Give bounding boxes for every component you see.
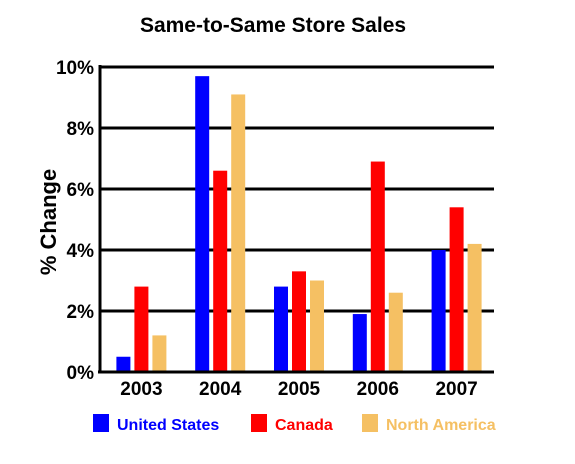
x-tick-labels: 2003 2004 2005 2006 2007 [120, 379, 477, 400]
legend-label: North America [386, 417, 496, 434]
bar-united-states-2004 [195, 76, 210, 373]
bar-north-america-2003 [152, 335, 167, 372]
y-tick-label: 4% [67, 241, 95, 262]
chart-title: Same-to-Same Store Sales [140, 14, 406, 37]
y-tick-label: 10% [56, 58, 94, 79]
bar-united-states-2005 [274, 286, 288, 372]
x-tick-label: 2003 [120, 379, 162, 400]
bar-canada-2003 [134, 286, 149, 372]
bars [116, 76, 482, 373]
bar-canada-2005 [292, 271, 306, 372]
x-tick-label: 2007 [435, 379, 477, 400]
y-tick-label: 2% [67, 302, 95, 323]
x-tick-label: 2005 [278, 379, 321, 400]
y-tick-label: 0% [67, 363, 95, 384]
bar-united-states-2003 [116, 356, 131, 372]
bar-north-america-2005 [310, 280, 324, 372]
bar-north-america-2007 [467, 243, 482, 372]
legend-swatch [93, 414, 109, 432]
bar-canada-2004 [213, 170, 228, 372]
gridlines [100, 65, 494, 313]
y-tick-label: 8% [67, 119, 95, 140]
legend-label: United States [117, 417, 219, 434]
bar-canada-2006 [370, 161, 385, 372]
legend-swatch [362, 414, 378, 432]
x-tick-label: 2006 [357, 379, 399, 400]
legend: United States Canada North America [93, 414, 496, 434]
bar-united-states-2006 [352, 314, 367, 372]
legend-swatch [251, 414, 267, 432]
bar-united-states-2007 [431, 250, 446, 372]
x-tick-label: 2004 [199, 379, 242, 400]
y-axis-label: % Change [36, 169, 61, 275]
bar-canada-2007 [449, 207, 464, 372]
bar-north-america-2004 [231, 94, 246, 372]
bar-north-america-2006 [388, 292, 403, 372]
axes [98, 65, 494, 374]
legend-label: Canada [275, 417, 333, 434]
y-tick-labels: 0% 2% 4% 6% 8% 10% [56, 58, 94, 384]
y-tick-label: 6% [67, 180, 95, 201]
